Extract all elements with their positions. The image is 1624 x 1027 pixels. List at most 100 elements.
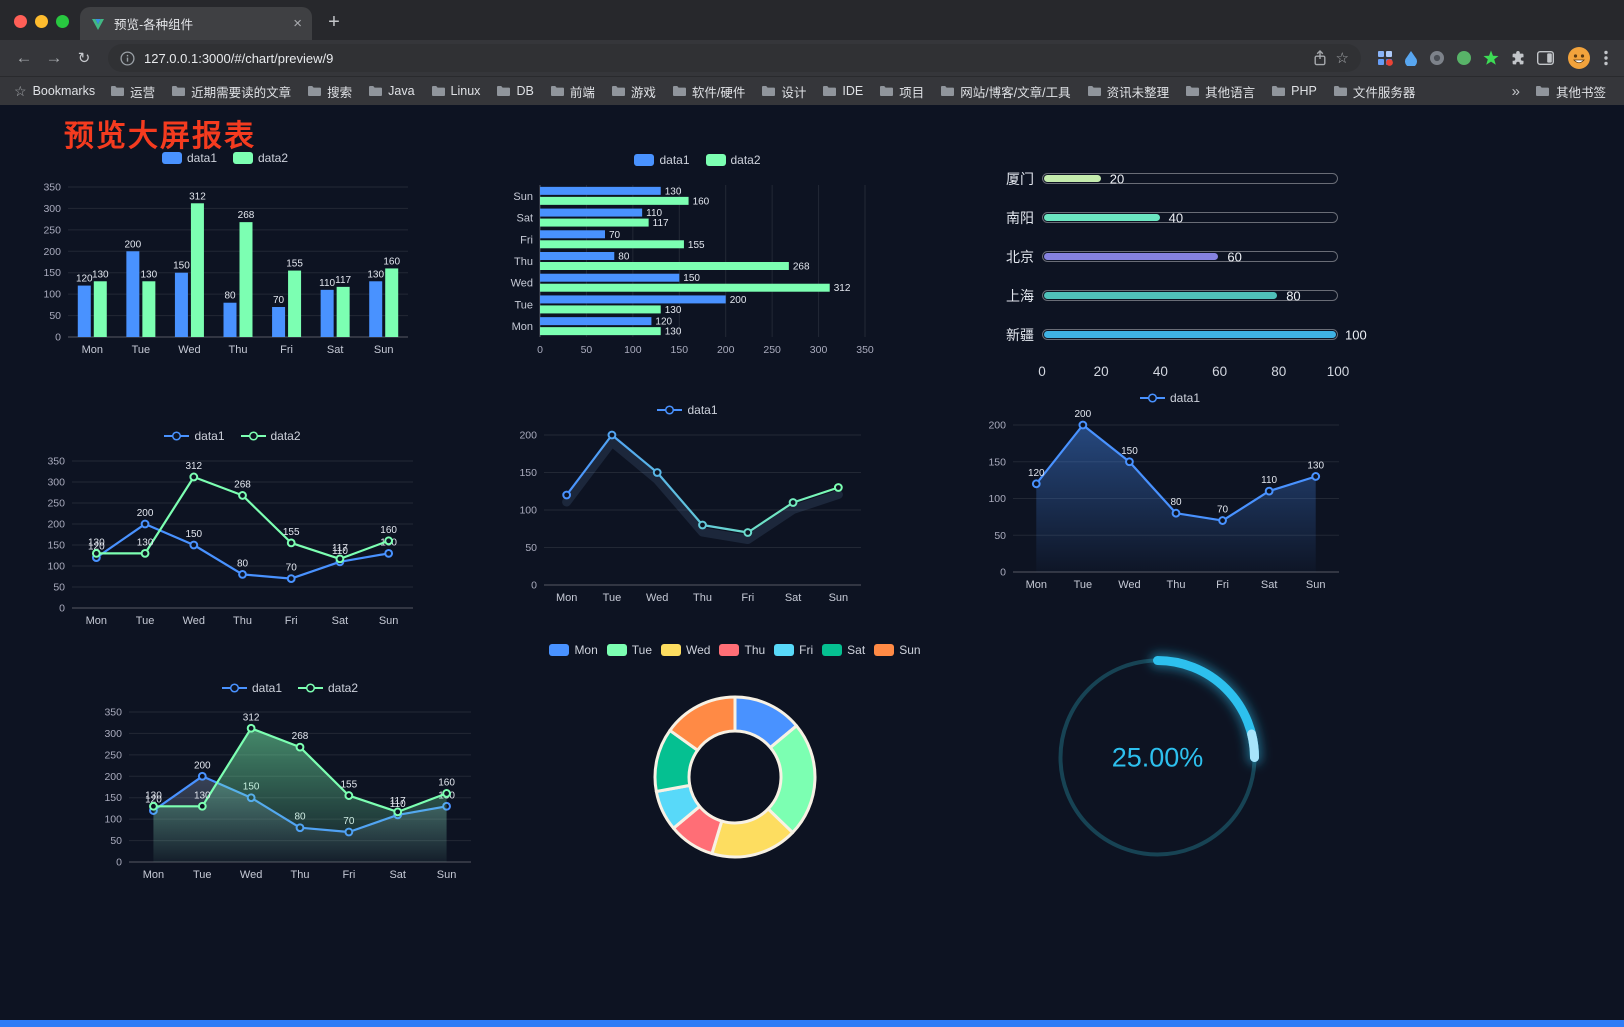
bookmarks-label: Bookmarks: [32, 84, 96, 98]
new-tab-button[interactable]: +: [328, 10, 340, 33]
other-bookmarks[interactable]: 其他书签: [1529, 82, 1612, 101]
donut-pie-chart[interactable]: Mon Tue Wed Thu Fri Sat Sun: [540, 637, 930, 967]
site-info-icon[interactable]: [120, 50, 135, 66]
legend-item[interactable]: Sat: [822, 643, 865, 657]
area-line-chart[interactable]: data1 0 50 100 150 200 Mon Tue Wed Thu Fri Sat Sun 12…: [985, 385, 1355, 600]
chart-legend: data1 data2: [500, 153, 895, 167]
capsule-row[interactable]: 南阳 40: [1006, 198, 1338, 237]
extension-green-circle-icon[interactable]: [1456, 50, 1472, 66]
bookmark-folder[interactable]: Linux: [424, 81, 488, 101]
forward-button[interactable]: →: [45, 48, 63, 67]
capsule-row[interactable]: 新疆 100: [1006, 326, 1367, 343]
bookmark-folder[interactable]: IDE: [815, 81, 870, 101]
bookmark-folder[interactable]: 游戏: [604, 79, 663, 104]
legend-item[interactable]: data2: [233, 151, 288, 165]
svg-text:Tue: Tue: [603, 592, 622, 604]
bookmark-folder[interactable]: DB: [489, 81, 540, 101]
capsule-row[interactable]: 上海 80: [1006, 276, 1338, 315]
capsule-progress-chart[interactable]: 厦门 20 南阳 40 北京 60 上海 80 新疆 100 0 20 40 60 80 100: [990, 153, 1367, 393]
extensions-puzzle-icon[interactable]: [1510, 50, 1526, 66]
svg-text:25.00%: 25.00%: [1112, 743, 1204, 773]
legend-item[interactable]: Thu: [719, 643, 765, 657]
legend-item[interactable]: Wed: [661, 643, 710, 657]
extension-grid-icon[interactable]: [1377, 50, 1393, 66]
bookmark-folder[interactable]: 搜索: [300, 79, 359, 104]
bookmarks-star-icon: ☆: [14, 82, 27, 99]
minimize-window-button[interactable]: [35, 15, 48, 28]
gradient-line-chart[interactable]: data1 0 50 100 150 200 Mon Tue Wed Thu Fri Sat Sun: [500, 397, 875, 612]
bookmark-folder[interactable]: 前端: [543, 79, 602, 104]
back-button[interactable]: ←: [15, 48, 33, 67]
close-window-button[interactable]: [14, 15, 27, 28]
bookmark-folder[interactable]: 软件/硬件: [665, 79, 752, 104]
legend-item[interactable]: data1: [1139, 391, 1200, 405]
bookmark-folder[interactable]: 资讯未整理: [1080, 79, 1177, 104]
two-series-line-chart[interactable]: data1 data2 0 50 100 150 200 250 300 350 Mon Tue Wed…: [40, 423, 425, 638]
folder-icon: [672, 85, 687, 97]
svg-text:268: 268: [238, 210, 255, 221]
extension-green-star-icon[interactable]: [1483, 50, 1499, 66]
browser-menu-icon[interactable]: [1598, 50, 1614, 66]
legend-item[interactable]: data1: [634, 153, 690, 167]
bookmark-folder[interactable]: PHP: [1264, 81, 1324, 101]
bookmark-folder[interactable]: 运营: [103, 79, 162, 104]
bookmark-folder[interactable]: 其他语言: [1178, 79, 1262, 104]
svg-text:250: 250: [763, 344, 781, 356]
bookmark-folder[interactable]: 网站/博客/文章/工具: [933, 79, 1077, 104]
legend-item[interactable]: data2: [240, 429, 301, 443]
svg-text:120: 120: [655, 317, 672, 328]
legend-item[interactable]: Sun: [874, 643, 921, 657]
folder-icon: [307, 85, 322, 97]
side-panel-icon[interactable]: [1537, 51, 1554, 65]
legend-item[interactable]: Mon: [549, 643, 598, 657]
svg-text:200: 200: [717, 344, 735, 356]
svg-text:160: 160: [693, 196, 710, 207]
two-series-area-line-chart[interactable]: data1 data2 0 50 100 150 200 250 300 350 Mon Tue Wed…: [95, 675, 485, 895]
svg-text:80: 80: [237, 558, 249, 569]
profile-avatar[interactable]: [1567, 46, 1591, 70]
capsule-row[interactable]: 厦门 20: [1006, 159, 1338, 198]
grouped-bar-chart[interactable]: data1 data2 0 50 100 150 200 250 300 350 Mon Tue Wed…: [30, 145, 420, 375]
bookmark-folder[interactable]: 近期需要读的文章: [164, 79, 298, 104]
legend-item[interactable]: Tue: [606, 643, 652, 657]
legend-item[interactable]: data2: [298, 681, 358, 695]
bookmark-star-icon[interactable]: ☆: [1335, 50, 1349, 67]
url-text[interactable]: 127.0.0.1:3000/#/chart/preview/9: [144, 50, 334, 66]
extension-gray-circle-icon[interactable]: [1429, 50, 1445, 66]
bookmarks-home[interactable]: ☆ Bookmarks: [12, 83, 103, 100]
svg-text:200: 200: [43, 246, 61, 258]
svg-text:155: 155: [286, 259, 303, 270]
bookmark-folder[interactable]: 设计: [754, 79, 813, 104]
chart-legend: data1 data2: [95, 681, 485, 695]
address-bar[interactable]: 127.0.0.1:3000/#/chart/preview/9 ☆: [108, 44, 1361, 72]
tab-close-icon[interactable]: ×: [293, 15, 302, 32]
legend-item[interactable]: data1: [164, 429, 225, 443]
legend-item[interactable]: data1: [657, 403, 718, 417]
share-icon[interactable]: [1313, 50, 1327, 66]
folder-icon: [550, 85, 565, 97]
legend-item[interactable]: data2: [705, 153, 761, 167]
svg-text:120: 120: [76, 274, 93, 285]
legend-item[interactable]: data1: [161, 151, 217, 165]
svg-text:200: 200: [194, 760, 211, 771]
extension-drop-icon[interactable]: [1404, 50, 1418, 66]
bookmark-folder[interactable]: 文件服务器: [1326, 79, 1423, 104]
bookmarks-overflow-chevron[interactable]: »: [1511, 82, 1520, 100]
bookmark-folder[interactable]: Java: [361, 81, 421, 101]
reload-button[interactable]: ↻: [77, 50, 91, 67]
svg-text:150: 150: [173, 261, 190, 272]
gauge-progress-chart[interactable]: 25.00%: [1040, 640, 1275, 875]
folder-icon: [431, 85, 446, 97]
legend-item[interactable]: Fri: [774, 643, 813, 657]
svg-text:150: 150: [1121, 446, 1138, 457]
tab-favicon-icon: [90, 16, 106, 32]
browser-tab[interactable]: 预览-各种组件 ×: [80, 7, 312, 40]
horizontal-bar-chart[interactable]: data1 data2 0 50 100 150 200 250 300 350 Sun 130 160…: [500, 147, 895, 375]
capsule-row[interactable]: 北京 60: [1006, 237, 1338, 276]
svg-text:Wed: Wed: [646, 592, 668, 604]
bookmark-folder[interactable]: 项目: [872, 79, 931, 104]
legend-item[interactable]: data1: [221, 681, 282, 695]
bookmarks-bar: ☆ Bookmarks 运营 近期需要读的文章 搜索 Java Linux DB 前端 游戏软…: [0, 76, 1624, 105]
zoom-window-button[interactable]: [56, 15, 69, 28]
svg-text:Wed: Wed: [511, 278, 533, 290]
